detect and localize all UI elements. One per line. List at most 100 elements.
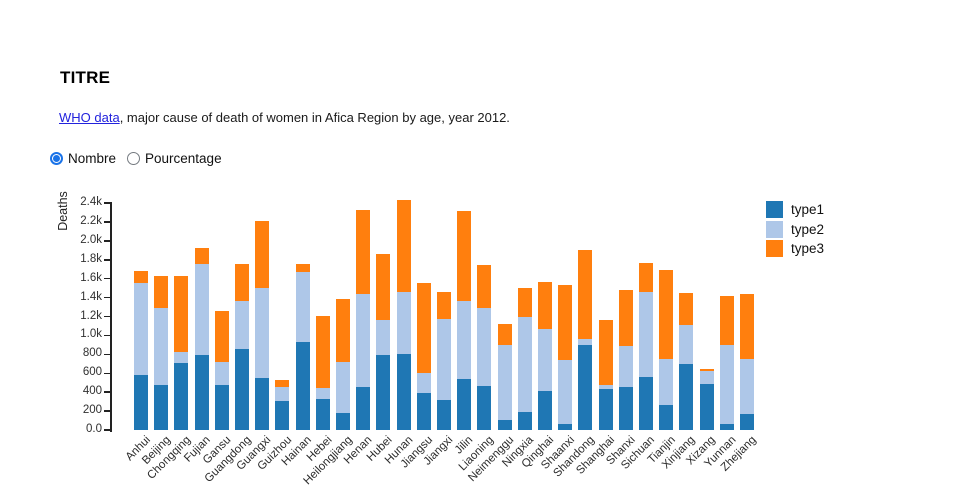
bar-segment-type2-guizhou xyxy=(275,387,290,401)
bar-segment-type2-shandong xyxy=(578,339,593,345)
bar-segment-type2-fujian xyxy=(194,264,209,356)
bar-segment-type2-gansu xyxy=(214,361,229,385)
legend-item-type1: type1 xyxy=(766,201,824,218)
bar-segment-type1-fujian xyxy=(194,355,209,430)
y-axis-tick-label: 0.0 xyxy=(86,423,102,435)
bar-segment-type2-hubei xyxy=(376,320,391,356)
bar-segment-type1-yunnan xyxy=(719,424,734,430)
bar-segment-type3-hunan xyxy=(396,200,411,292)
bar-segment-type3-tianjin xyxy=(659,270,674,360)
radio-option-pourcentage[interactable]: Pourcentage xyxy=(127,151,222,166)
bar-segment-type2-beijing xyxy=(154,307,169,385)
y-axis-tick-label: 1.4k xyxy=(80,290,102,303)
y-axis-tick xyxy=(104,202,110,204)
bar-segment-type1-beijing xyxy=(154,384,169,430)
bar-segment-type2-hebei xyxy=(315,388,330,399)
bar-segment-type1-xizang xyxy=(699,383,714,430)
bar-segment-type3-guangdong xyxy=(235,263,249,302)
bar-segment-type2-chongqing xyxy=(174,352,189,363)
y-axis-tick xyxy=(104,372,110,374)
bar-segment-type3-guangxi xyxy=(255,220,270,289)
radio-option-nombre[interactable]: Nombre xyxy=(50,151,116,166)
bar-segment-type1-shaanxi xyxy=(558,424,573,430)
bar-segment-type1-guangxi xyxy=(255,377,270,430)
bar-segment-type2-yunnan xyxy=(719,344,734,425)
y-axis-tick-label: 400 xyxy=(82,385,102,398)
bar-segment-type3-anhui xyxy=(134,271,148,284)
bar-segment-type2-henan xyxy=(356,293,371,388)
bar-segment-type1-chongqing xyxy=(174,362,189,430)
bar-segment-type1-gansu xyxy=(214,384,229,430)
y-axis-tick xyxy=(104,334,110,337)
bar-segment-type3-henan xyxy=(356,209,371,294)
bar-segment-type1-hubei xyxy=(376,355,391,430)
bar-segment-type3-fujian xyxy=(194,248,209,265)
bar-segment-type3-jilin xyxy=(457,210,472,302)
bar-segment-type3-xinjiang xyxy=(679,292,694,325)
bar-segment-type2-anhui xyxy=(134,283,148,376)
bar-segment-type1-shanxi xyxy=(618,387,633,430)
bar-segment-type3-guizhou xyxy=(275,379,290,388)
bar-segment-type1-henan xyxy=(356,387,371,430)
bar-segment-type1-jilin xyxy=(457,378,472,430)
y-axis-tick-label: 2.4k xyxy=(80,196,102,208)
page-title: TITRE xyxy=(60,68,111,87)
display-mode-controls: Nombre Pourcentage xyxy=(50,151,233,166)
bar-segment-type3-shanghai xyxy=(598,320,613,385)
bar-segment-type2-shanxi xyxy=(618,345,633,388)
legend-item-type2: type2 xyxy=(766,220,825,238)
y-axis-tick-label: 1.0k xyxy=(80,328,102,341)
y-axis-line xyxy=(110,202,112,432)
y-axis-tick-label: 800 xyxy=(82,347,102,360)
bar-segment-type3-sichuan xyxy=(639,262,653,292)
chart-subtitle: WHO data, major cause of death of women … xyxy=(59,110,510,125)
bar-segment-type2-sichuan xyxy=(639,291,653,378)
bar-segment-type3-heilongjiang xyxy=(336,298,350,362)
bar-segment-type3-neimenggu xyxy=(497,324,512,345)
bar-segment-type1-hainan xyxy=(295,342,310,430)
y-axis-tick xyxy=(104,277,110,280)
radio-selected-icon[interactable] xyxy=(50,152,63,165)
bar-segment-type3-ningxia xyxy=(517,288,532,318)
bar-segment-type1-ningxia xyxy=(517,412,532,430)
bar-segment-type1-zhejiang xyxy=(740,413,754,430)
y-axis-tick xyxy=(104,429,110,431)
legend-swatch-type3 xyxy=(766,240,783,257)
bar-segment-type1-shanghai xyxy=(598,389,613,430)
legend-swatch-type2 xyxy=(766,220,783,238)
bar-segment-type2-zhejiang xyxy=(740,359,754,414)
y-axis-tick-label: 1.8k xyxy=(80,252,102,265)
radio-unselected-icon[interactable] xyxy=(127,152,141,165)
bar-segment-type3-hainan xyxy=(295,263,310,273)
y-axis-tick xyxy=(104,315,110,318)
bar-segment-type2-jilin xyxy=(457,301,472,379)
bar-segment-type1-sichuan xyxy=(639,377,653,430)
bar-segment-type3-liaoning xyxy=(477,265,492,308)
bar-segment-type1-heilongjiang xyxy=(336,412,350,430)
bar-segment-type1-qinghai xyxy=(538,391,552,430)
who-data-link[interactable]: WHO data xyxy=(59,110,120,125)
legend-label-type2: type2 xyxy=(791,221,825,237)
bar-segment-type3-yunnan xyxy=(719,295,734,345)
bar-segment-type3-hebei xyxy=(315,315,330,389)
bar-segment-type2-guangxi xyxy=(255,288,270,378)
bar-segment-type3-jiangxi xyxy=(437,291,451,320)
bar-segment-type2-xinjiang xyxy=(679,325,694,364)
bar-segment-type1-shandong xyxy=(578,344,593,430)
bar-segment-type3-xizang xyxy=(699,368,714,372)
bar-segment-type2-shanghai xyxy=(598,384,613,390)
y-axis-tick-label: 200 xyxy=(82,404,102,417)
y-axis-tick-label: 2.0k xyxy=(80,233,102,246)
legend-item-type3: type3 xyxy=(766,240,824,257)
bar-segment-type1-jiangsu xyxy=(416,393,431,430)
radio-label-pourcentage: Pourcentage xyxy=(145,151,222,166)
y-axis-tick xyxy=(104,240,110,242)
y-axis-tick xyxy=(104,296,110,299)
subtitle-text: , major cause of death of women in Afica… xyxy=(119,110,510,125)
y-axis-tick-label: 1.6k xyxy=(80,271,102,284)
bar-segment-type1-guizhou xyxy=(275,400,290,430)
bar-segment-type2-shaanxi xyxy=(558,360,573,425)
bar-segment-type2-jiangxi xyxy=(437,319,451,400)
y-axis-tick-label: 1.2k xyxy=(80,309,102,322)
